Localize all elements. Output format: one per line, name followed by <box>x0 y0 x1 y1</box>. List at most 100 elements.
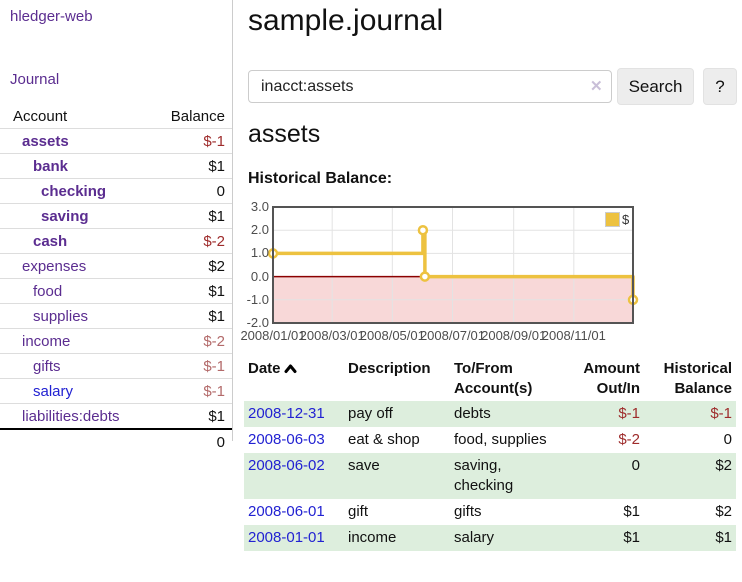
account-balance: $-1 <box>153 353 232 379</box>
x-tick-label: 2008/07/01 <box>419 328 486 343</box>
register-amount: 0 <box>631 457 640 474</box>
register-accounts: salary <box>454 529 495 546</box>
register-table-body: 2008-12-31 pay off debts $-1 $-1 2008-06-03 ea… <box>244 401 736 551</box>
register-amount: $1 <box>623 503 640 520</box>
historical-balance-chart: 3.0 2.0 1.0 0.0 -1.0 -2.0 2008/01/01 2008/03/0… <box>233 195 713 345</box>
account-link[interactable]: checking <box>41 182 107 200</box>
register-amount: $1 <box>623 529 640 546</box>
chart-plot-area <box>267 206 639 324</box>
account-balance: $1 <box>153 153 232 179</box>
account-link[interactable]: bank <box>33 157 69 175</box>
account-balance: $-1 <box>153 128 232 154</box>
account-balance: $1 <box>153 303 232 329</box>
sidebar: hledger-web Journal Account Balance asse… <box>0 0 233 454</box>
register-description: income <box>348 529 397 546</box>
page-title: sample.journal <box>248 4 444 37</box>
register-date-link[interactable]: 2008-06-02 <box>248 457 325 474</box>
register-amount: $-2 <box>618 431 640 448</box>
account-balance: $2 <box>153 253 232 279</box>
account-link[interactable]: salary <box>33 382 74 400</box>
register-header-amount: Amount Out/In <box>583 360 640 397</box>
register-accounts: gifts <box>454 503 482 520</box>
register-row: 2008-06-02 save saving, checking 0 $2 <box>244 453 736 499</box>
register-balance: $1 <box>715 529 732 546</box>
register-date-link[interactable]: 2008-06-01 <box>248 503 325 520</box>
accounts-total-row: 0 <box>0 428 232 454</box>
y-tick-label: 2.0 <box>250 222 269 238</box>
register-description: pay off <box>348 405 393 422</box>
register-balance: $-1 <box>710 405 732 422</box>
account-link[interactable]: food <box>33 282 63 300</box>
account-link[interactable]: liabilities:debts <box>22 407 120 425</box>
register-date-link[interactable]: 2008-12-31 <box>248 405 325 422</box>
account-link[interactable]: expenses <box>22 257 87 275</box>
register-description: save <box>348 457 380 474</box>
register-description: eat & shop <box>348 431 420 448</box>
account-row: income $-2 <box>0 328 232 354</box>
account-row: supplies $1 <box>0 303 232 329</box>
help-button[interactable]: ? <box>703 68 737 105</box>
account-balance: $-2 <box>153 228 232 254</box>
register-row: 2008-06-01 gift gifts $1 $2 <box>244 499 736 525</box>
accounts-total-value: 0 <box>153 428 232 454</box>
chart-legend: $ <box>604 211 631 228</box>
chart-title: Historical Balance: <box>248 170 393 187</box>
account-row: checking 0 <box>0 178 232 204</box>
accounts-header-account: Account <box>13 107 68 125</box>
register-table: Date Description To/From Account(s) Amou… <box>244 357 736 551</box>
x-tick-label: 2008/11/01 <box>541 328 606 343</box>
accounts-header-balance: Balance <box>170 107 225 125</box>
account-row: assets $-1 <box>0 128 232 154</box>
register-description: gift <box>348 503 369 520</box>
account-balance: $-2 <box>153 328 232 354</box>
register-amount: $-1 <box>618 405 640 422</box>
app-title-link[interactable]: hledger-web <box>10 8 93 25</box>
register-header-balance: Historical Balance <box>663 360 732 397</box>
account-link[interactable]: income <box>22 332 71 350</box>
accounts-table: Account Balance assets $-1 bank $1 checking 0… <box>0 104 232 454</box>
search-input[interactable] <box>248 70 612 103</box>
x-tick-label: 2008/01/01 <box>240 328 306 343</box>
y-tick-label: -2.0 <box>246 315 269 330</box>
account-balance: 0 <box>153 178 232 204</box>
register-date-link[interactable]: 2008-01-01 <box>248 529 325 546</box>
y-tick-label: -1.0 <box>246 291 269 307</box>
y-tick-label: 1.0 <box>250 245 269 261</box>
account-link[interactable]: saving <box>41 207 89 225</box>
account-row: salary $-1 <box>0 378 232 404</box>
legend-label: $ <box>622 212 630 227</box>
register-accounts: food, supplies <box>454 431 547 448</box>
register-header-accounts: To/From Account(s) <box>454 360 533 397</box>
register-row: 2008-12-31 pay off debts $-1 $-1 <box>244 401 736 427</box>
account-row: cash $-2 <box>0 228 232 254</box>
account-balance: $1 <box>153 203 232 229</box>
register-row: 2008-01-01 income salary $1 $1 <box>244 525 736 551</box>
account-balance: $1 <box>153 278 232 304</box>
y-tick-label: 0.0 <box>250 268 269 284</box>
register-date-link[interactable]: 2008-06-03 <box>248 431 325 448</box>
sort-ascending-icon <box>284 364 297 373</box>
x-tick-label: 2008/03/01 <box>299 328 365 343</box>
sidebar-item-journal[interactable]: Journal <box>10 71 60 88</box>
account-balance: $1 <box>153 403 232 429</box>
clear-search-icon[interactable]: ✕ <box>590 78 603 95</box>
account-heading: assets <box>248 120 321 148</box>
account-row: food $1 <box>0 278 232 304</box>
account-row: liabilities:debts $1 <box>0 403 232 429</box>
account-row: gifts $-1 <box>0 353 232 379</box>
register-accounts: debts <box>454 405 491 422</box>
account-row: saving $1 <box>0 203 232 229</box>
register-header-description: Description <box>348 360 431 377</box>
account-balance: $-1 <box>153 378 232 404</box>
accounts-table-body: assets $-1 bank $1 checking 0 saving $1 cash $-2 e… <box>0 128 232 454</box>
x-tick-label: 2008/05/01 <box>359 328 425 343</box>
search-button[interactable]: Search <box>617 68 694 105</box>
account-link[interactable]: cash <box>33 232 68 250</box>
legend-swatch-icon <box>605 212 620 227</box>
account-link[interactable]: assets <box>22 132 69 150</box>
register-balance: $2 <box>715 503 732 520</box>
account-link[interactable]: gifts <box>33 357 61 375</box>
account-link[interactable]: supplies <box>33 307 89 325</box>
y-tick-label: 3.0 <box>250 199 269 214</box>
register-balance: 0 <box>723 431 732 448</box>
